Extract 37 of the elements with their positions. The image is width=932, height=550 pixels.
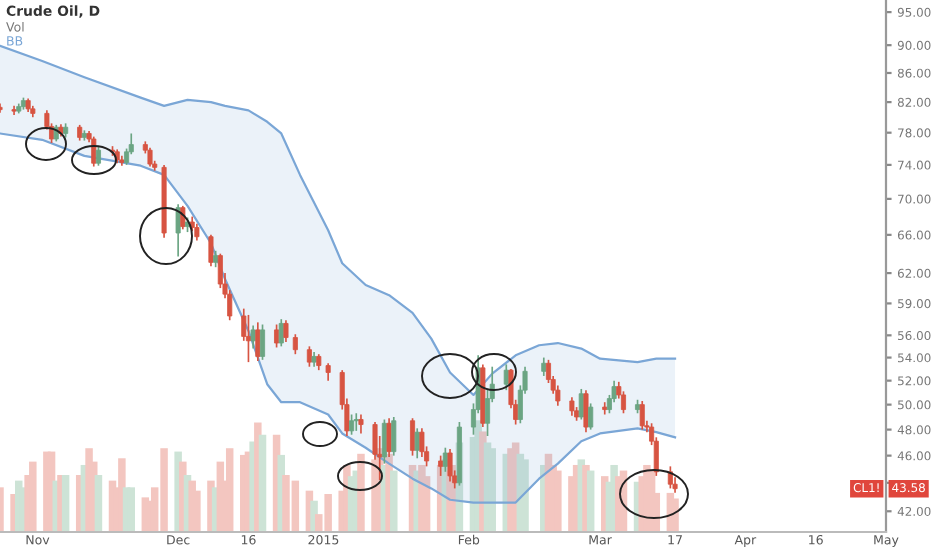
candlestick bbox=[274, 323, 280, 349]
candlestick bbox=[250, 324, 256, 350]
candlestick bbox=[259, 323, 266, 361]
bar bbox=[29, 461, 37, 532]
bar bbox=[671, 498, 679, 532]
bar bbox=[258, 434, 267, 532]
candlestick bbox=[569, 396, 575, 417]
bar bbox=[554, 470, 562, 532]
candlestick bbox=[620, 390, 627, 415]
candlestick bbox=[95, 146, 101, 167]
candlestick bbox=[541, 356, 547, 377]
candlestick bbox=[91, 135, 97, 168]
candlestick bbox=[555, 384, 561, 407]
bar bbox=[225, 448, 234, 532]
bar bbox=[521, 459, 529, 532]
bar bbox=[390, 470, 398, 532]
candlestick bbox=[147, 146, 153, 168]
bar bbox=[488, 448, 496, 532]
candlestick bbox=[175, 203, 181, 258]
candlestick bbox=[358, 413, 364, 435]
candlestick bbox=[208, 234, 214, 268]
candlestick bbox=[588, 402, 594, 431]
bar bbox=[586, 470, 595, 532]
candlestick bbox=[419, 427, 425, 458]
candlestick bbox=[283, 319, 289, 343]
candlestick bbox=[639, 400, 645, 431]
candlestick bbox=[583, 389, 589, 433]
bar bbox=[127, 487, 136, 532]
candlestick bbox=[292, 333, 298, 356]
candlestick bbox=[255, 321, 261, 362]
candlestick bbox=[349, 413, 355, 436]
candlestick bbox=[306, 345, 312, 368]
bar bbox=[61, 475, 70, 532]
candlestick bbox=[391, 416, 397, 457]
bar bbox=[357, 453, 365, 532]
bar bbox=[94, 475, 103, 532]
candlestick bbox=[414, 427, 420, 460]
